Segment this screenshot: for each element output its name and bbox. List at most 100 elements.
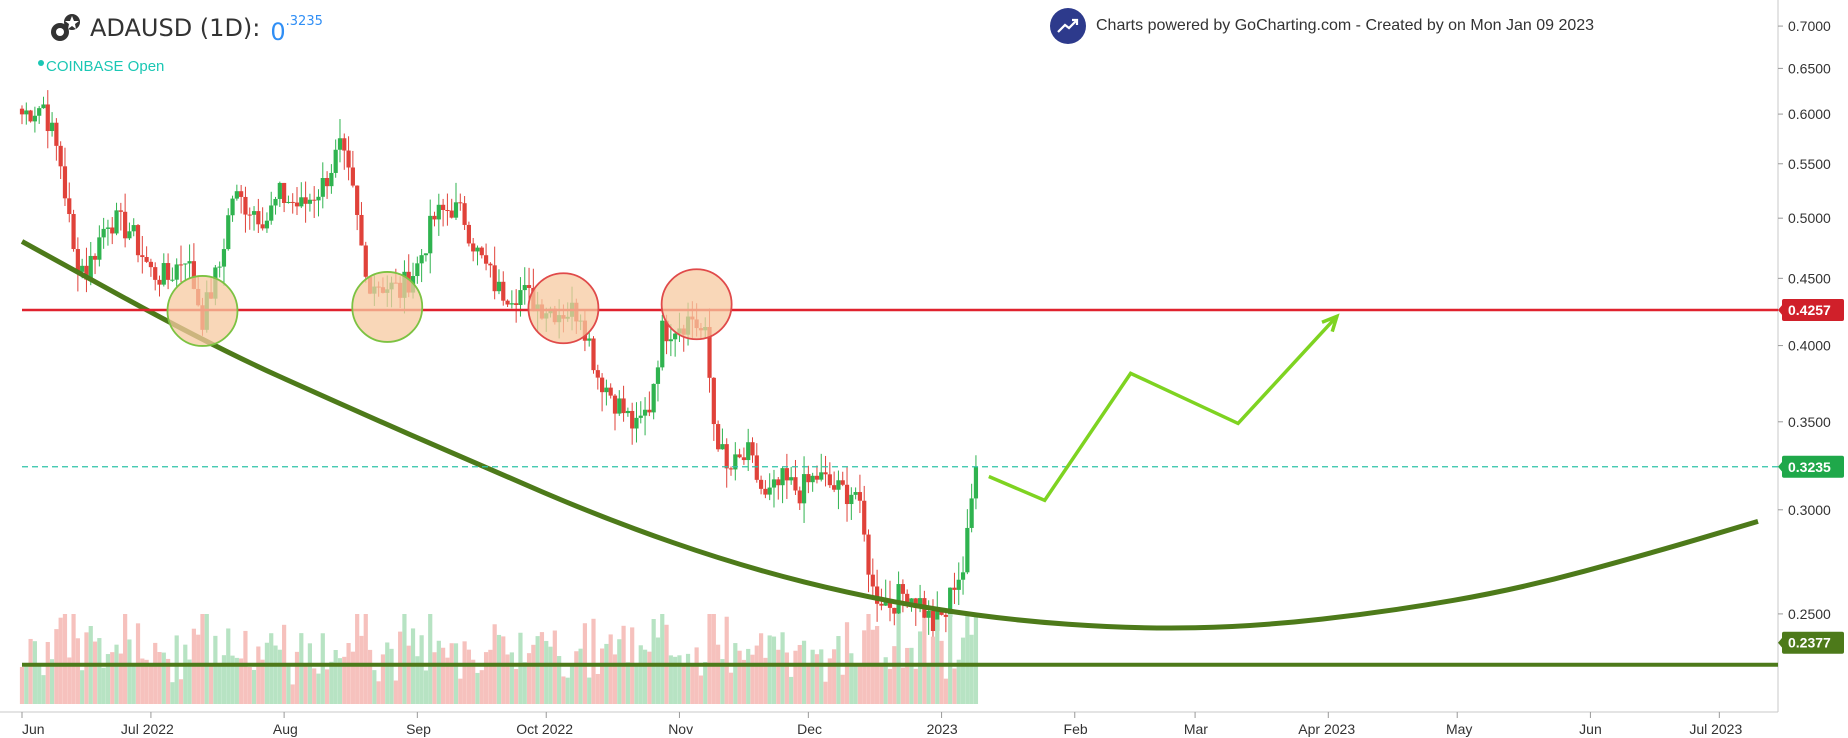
candle-body[interactable] (509, 303, 514, 305)
candle-body[interactable] (746, 442, 751, 461)
candle-body[interactable] (750, 442, 755, 456)
candle-body[interactable] (591, 338, 596, 371)
candle-body[interactable] (917, 598, 923, 608)
candle-body[interactable] (37, 108, 42, 116)
candle-body[interactable] (948, 587, 953, 617)
candle-body[interactable] (505, 300, 510, 305)
candle-body[interactable] (110, 227, 115, 234)
candle-body[interactable] (75, 249, 80, 272)
candle-body[interactable] (346, 150, 351, 168)
candle-body[interactable] (312, 199, 317, 201)
candle-body[interactable] (926, 610, 931, 618)
candle-body[interactable] (462, 203, 467, 225)
candle-body[interactable] (526, 285, 532, 288)
candle-body[interactable] (239, 191, 244, 197)
candle-body[interactable] (707, 327, 712, 378)
candle-body[interactable] (333, 149, 338, 173)
candle-body[interactable] (80, 265, 85, 272)
candle-body[interactable] (711, 377, 716, 425)
candle-body[interactable] (157, 279, 162, 285)
candle-body[interactable] (191, 261, 196, 289)
candle-body[interactable] (174, 264, 179, 280)
candle-body[interactable] (634, 417, 639, 429)
candle-body[interactable] (793, 477, 798, 491)
candle-body[interactable] (939, 610, 944, 615)
candle-body[interactable] (604, 387, 609, 393)
candle-body[interactable] (45, 104, 50, 132)
candle-body[interactable] (221, 249, 227, 267)
candle-body[interactable] (432, 215, 437, 220)
candle-body[interactable] (350, 167, 355, 186)
candle-body[interactable] (54, 122, 59, 146)
candle-body[interactable] (853, 492, 858, 495)
candle-body[interactable] (105, 227, 111, 229)
candle-body[interactable] (282, 182, 287, 204)
candle-body[interactable] (260, 224, 265, 229)
candle-body[interactable] (62, 166, 68, 199)
candle-body[interactable] (621, 398, 626, 414)
candle-body[interactable] (32, 115, 37, 122)
candle-body[interactable] (501, 281, 506, 301)
candle-body[interactable] (754, 455, 759, 480)
support-curve[interactable] (20, 239, 1759, 631)
candle-body[interactable] (441, 204, 446, 211)
credit-banner[interactable]: Charts powered by GoCharting.com - Creat… (1050, 8, 1594, 44)
candle-body[interactable] (789, 477, 794, 481)
highlight-circle[interactable] (351, 271, 424, 343)
candle-body[interactable] (428, 215, 433, 254)
candle-body[interactable] (724, 444, 729, 469)
candle-body[interactable] (776, 479, 781, 486)
candle-body[interactable] (88, 255, 93, 280)
candle-body[interactable] (758, 479, 764, 489)
candle-body[interactable] (879, 603, 884, 606)
candle-body[interactable] (286, 201, 291, 204)
candle-body[interactable] (595, 370, 600, 378)
candle-body[interactable] (148, 261, 154, 268)
candle-body[interactable] (965, 527, 970, 573)
candle-body[interactable] (363, 245, 368, 277)
candle-body[interactable] (226, 215, 231, 250)
candle-body[interactable] (943, 614, 948, 617)
candle-body[interactable] (140, 255, 145, 258)
candle-body[interactable] (806, 474, 811, 483)
candle-body[interactable] (642, 409, 648, 416)
candle-body[interactable] (832, 485, 837, 490)
candle-body[interactable] (127, 231, 132, 239)
candle-body[interactable] (415, 263, 420, 277)
candle-body[interactable] (827, 474, 832, 486)
candle-body[interactable] (28, 110, 33, 122)
candle-body[interactable] (862, 500, 867, 535)
candle-body[interactable] (303, 197, 308, 204)
candle-body[interactable] (97, 237, 102, 260)
candle-body[interactable] (969, 498, 974, 528)
candle-body[interactable] (153, 267, 158, 280)
candle-body[interactable] (277, 182, 282, 199)
candle-body[interactable] (810, 475, 815, 483)
candle-body[interactable] (84, 265, 89, 280)
candle-body[interactable] (299, 197, 304, 207)
highlight-circle[interactable] (166, 275, 239, 347)
candle-body[interactable] (617, 398, 622, 414)
candle-body[interactable] (479, 247, 484, 256)
candle-body[interactable] (114, 210, 119, 234)
candle-body[interactable] (92, 255, 98, 260)
candle-body[interactable] (71, 214, 76, 250)
candle-body[interactable] (823, 472, 828, 475)
candle-body[interactable] (522, 285, 527, 291)
candle-body[interactable] (483, 255, 489, 264)
candle-body[interactable] (329, 172, 334, 187)
highlight-circle[interactable] (660, 268, 733, 341)
candle-body[interactable] (801, 474, 807, 504)
candle-body[interactable] (337, 138, 343, 150)
candle-body[interactable] (161, 263, 166, 285)
candle-body[interactable] (123, 211, 128, 239)
candle-body[interactable] (814, 475, 820, 480)
candle-body[interactable] (294, 202, 300, 207)
candle-body[interactable] (875, 586, 880, 604)
candle-body[interactable] (290, 201, 295, 203)
highlight-circle[interactable] (527, 272, 600, 345)
candle-body[interactable] (909, 598, 914, 605)
candle-body[interactable] (488, 263, 493, 266)
candle-body[interactable] (973, 466, 979, 499)
